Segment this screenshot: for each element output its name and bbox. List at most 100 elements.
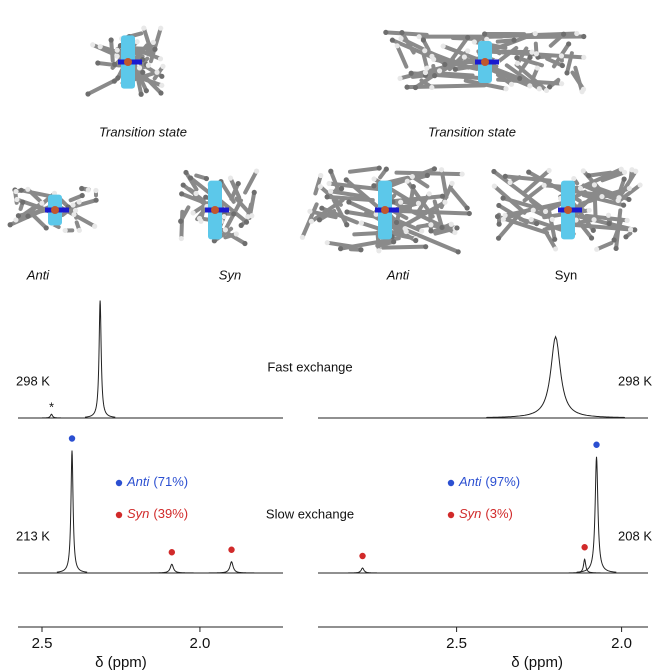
atom bbox=[491, 169, 496, 174]
molecule-label: Anti bbox=[26, 267, 51, 282]
atom bbox=[115, 54, 120, 59]
atom bbox=[637, 182, 642, 187]
atom bbox=[309, 219, 314, 224]
molecule bbox=[383, 30, 586, 94]
page: Transition state Transition state Anti S… bbox=[0, 0, 656, 672]
atom bbox=[495, 214, 500, 219]
nmr-peak bbox=[577, 457, 617, 572]
atom bbox=[454, 225, 459, 230]
atom bbox=[439, 225, 444, 230]
atom bbox=[542, 183, 547, 188]
atom bbox=[377, 165, 382, 170]
x-tick-label: 2.0 bbox=[190, 635, 211, 652]
atom bbox=[628, 227, 633, 232]
legend-share: (71%) bbox=[153, 474, 188, 489]
bond bbox=[430, 212, 431, 231]
atom bbox=[544, 88, 549, 93]
legend-name: Syn bbox=[459, 506, 481, 521]
atom bbox=[574, 31, 579, 36]
atom bbox=[427, 191, 432, 196]
atom bbox=[526, 170, 531, 175]
atom bbox=[13, 217, 18, 222]
atom bbox=[404, 85, 409, 90]
molecule bbox=[178, 169, 259, 247]
temperature-label: 298 K bbox=[16, 373, 50, 388]
atom bbox=[231, 211, 236, 216]
metal bbox=[564, 206, 572, 214]
atom bbox=[79, 186, 84, 191]
atom bbox=[409, 71, 414, 76]
atom bbox=[92, 224, 97, 229]
molecule bbox=[85, 25, 165, 96]
legend-marker bbox=[448, 512, 454, 518]
atom bbox=[252, 190, 257, 195]
atom bbox=[425, 173, 430, 178]
x-tick-label: 2.0 bbox=[611, 635, 632, 652]
atom bbox=[77, 199, 82, 204]
atom bbox=[86, 187, 91, 192]
atom bbox=[579, 89, 584, 94]
atom bbox=[221, 214, 226, 219]
atom bbox=[317, 217, 322, 222]
atom bbox=[242, 241, 247, 246]
atom bbox=[325, 194, 330, 199]
atom bbox=[431, 57, 436, 62]
atom bbox=[496, 236, 501, 241]
atom bbox=[432, 73, 437, 78]
nmr-peak bbox=[85, 301, 115, 418]
atom bbox=[594, 247, 599, 252]
atom bbox=[338, 246, 343, 251]
nmr-peak bbox=[36, 414, 66, 418]
atom bbox=[245, 214, 250, 219]
atom bbox=[112, 62, 117, 67]
atom bbox=[236, 181, 241, 186]
atom bbox=[503, 86, 508, 91]
nmr-peak bbox=[486, 337, 625, 418]
atom bbox=[442, 200, 447, 205]
atom bbox=[592, 182, 597, 187]
molecule-label: Anti bbox=[386, 267, 411, 282]
atom bbox=[144, 88, 149, 93]
atom bbox=[467, 211, 472, 216]
molecule-label: Syn bbox=[555, 267, 577, 282]
atom bbox=[552, 237, 557, 242]
atom bbox=[115, 48, 120, 53]
atom bbox=[71, 212, 76, 217]
atom bbox=[437, 68, 442, 73]
atom bbox=[623, 234, 628, 239]
atom bbox=[503, 174, 508, 179]
nmr-peak bbox=[149, 564, 194, 573]
atom bbox=[234, 231, 239, 236]
atom bbox=[158, 56, 163, 61]
x-tick-label: 2.5 bbox=[32, 635, 53, 652]
atom bbox=[44, 225, 49, 230]
peak-marker bbox=[69, 435, 75, 441]
atom bbox=[371, 176, 376, 181]
metal bbox=[51, 206, 59, 214]
atom bbox=[527, 55, 532, 60]
bond bbox=[32, 214, 47, 228]
atom bbox=[550, 217, 555, 222]
atom bbox=[411, 184, 416, 189]
molecule bbox=[300, 165, 472, 254]
atom bbox=[581, 55, 586, 60]
atom bbox=[517, 76, 522, 81]
atom bbox=[223, 227, 228, 232]
atom bbox=[612, 237, 617, 242]
atom bbox=[198, 219, 203, 224]
molecule-label: Transition state bbox=[428, 124, 516, 139]
atom bbox=[188, 175, 193, 180]
atom bbox=[416, 201, 421, 206]
atom bbox=[325, 240, 330, 245]
atom bbox=[591, 217, 596, 222]
atom bbox=[537, 86, 542, 91]
peak-marker bbox=[581, 544, 587, 550]
metal bbox=[124, 58, 132, 66]
atom bbox=[497, 222, 502, 227]
atom bbox=[453, 67, 458, 72]
atom bbox=[384, 167, 389, 172]
peak-marker bbox=[359, 553, 365, 559]
legend-share: (39%) bbox=[153, 506, 188, 521]
atom bbox=[151, 40, 156, 45]
atom bbox=[449, 222, 454, 227]
